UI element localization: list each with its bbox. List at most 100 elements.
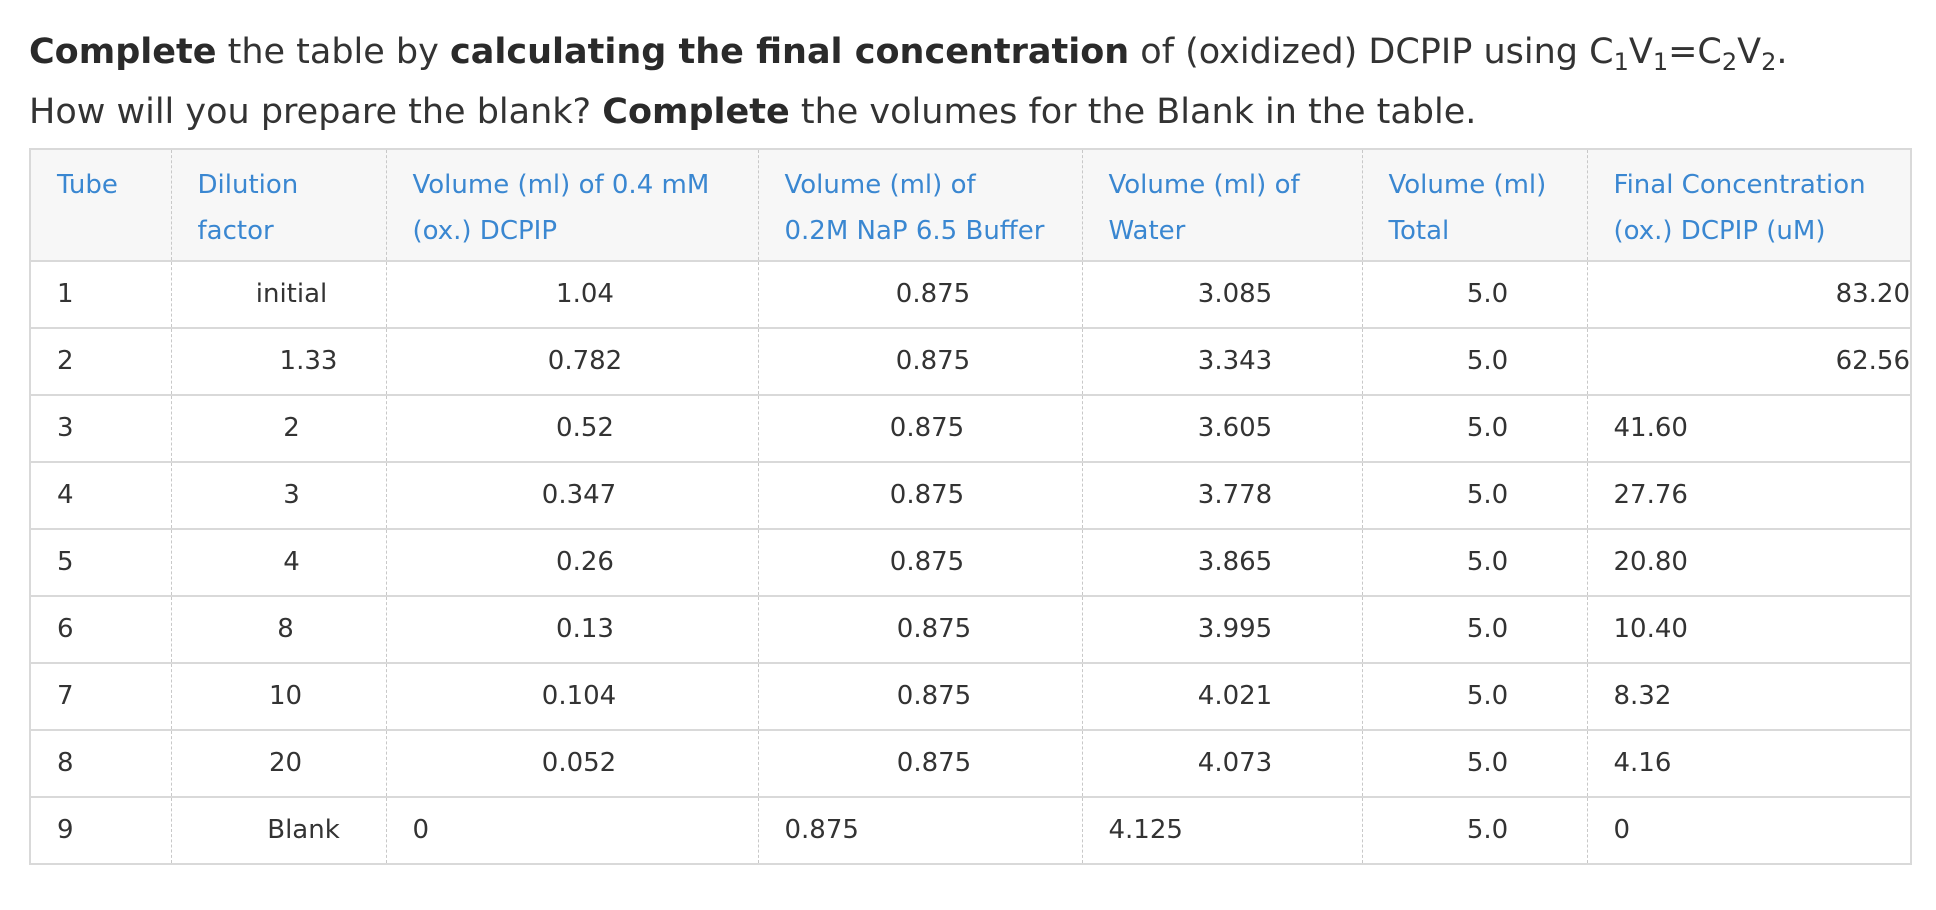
cell-volume-total: 5.0: [1361, 796, 1588, 865]
table-row-blank: 9 Blank 0 0.875 4.125 5.0 0: [29, 796, 1912, 865]
instruction-emphasis: Complete: [602, 92, 790, 132]
cell-volume-water: 3.343: [1081, 327, 1363, 396]
cell-tube: 2: [29, 327, 172, 396]
header-line: Volume (ml): [1388, 170, 1547, 200]
cell-final-concentration: 4.16: [1586, 729, 1912, 798]
instruction-text: How will you prepare the blank?: [29, 92, 603, 132]
cell-volume-total: 5.0: [1361, 662, 1588, 731]
table-row: 5 4 0.26 0.875 3.865 5.0 20.80: [29, 528, 1912, 597]
cell-volume-total: 5.0: [1361, 327, 1588, 396]
header-line: Volume (ml) of: [1108, 170, 1300, 200]
table-row: 3 2 0.52 0.875 3.605 5.0 41.60: [29, 394, 1912, 463]
cell-volume-buffer: 0.875: [757, 260, 1083, 329]
cell-tube: 1: [29, 260, 172, 329]
instructions: Complete the table by calculating the fi…: [29, 22, 1788, 142]
cell-volume-total: 5.0: [1361, 729, 1588, 798]
subscript: 1: [1613, 48, 1629, 76]
cell-tube: 7: [29, 662, 172, 731]
header-row: Tube Dilution factor Volume (ml) of 0.4 m…: [29, 148, 1912, 262]
cell-volume-total: 5.0: [1361, 595, 1588, 664]
cell-volume-buffer: 0.875: [757, 662, 1083, 731]
table-row: 8 20 0.052 0.875 4.073 5.0 4.16: [29, 729, 1912, 798]
cell-dilution-factor: initial: [170, 260, 387, 329]
subscript: 2: [1761, 48, 1777, 76]
cell-final-concentration: 8.32: [1586, 662, 1912, 731]
header-line: factor: [197, 216, 274, 246]
cell-volume-buffer: 0.875: [757, 528, 1083, 597]
cell-volume-dcpip: 0.26: [385, 528, 759, 597]
cell-volume-dcpip: 0.52: [385, 394, 759, 463]
cell-final-concentration: 20.80: [1586, 528, 1912, 597]
cell-final-concentration: 41.60: [1586, 394, 1912, 463]
header-line: Total: [1388, 216, 1450, 246]
instruction-text: V: [1737, 32, 1762, 72]
table-row: 4 3 0.347 0.875 3.778 5.0 27.76: [29, 461, 1912, 530]
dcpip-table: Tube Dilution factor Volume (ml) of 0.4 m…: [29, 148, 1912, 865]
cell-final-concentration: 62.56: [1586, 327, 1912, 396]
header-volume-dcpip: Volume (ml) of 0.4 mM (ox.) DCPIP: [385, 148, 759, 262]
header-line: (ox.) DCPIP: [412, 216, 558, 246]
header-line: 0.2M NaP 6.5 Buffer: [784, 216, 1045, 246]
cell-volume-buffer: 0.875: [757, 796, 1083, 865]
cell-volume-total: 5.0: [1361, 394, 1588, 463]
header-dilution-factor: Dilution factor: [170, 148, 387, 262]
cell-dilution-factor: 8: [170, 595, 387, 664]
header-line: Tube: [57, 170, 118, 200]
instruction-text: the volumes for the Blank in the table.: [789, 92, 1477, 132]
instruction-text: the table by: [216, 32, 450, 72]
header-volume-buffer: Volume (ml) of 0.2M NaP 6.5 Buffer: [757, 148, 1083, 262]
cell-final-concentration: 83.20: [1586, 260, 1912, 329]
cell-volume-water: 4.125: [1081, 796, 1363, 865]
cell-dilution-factor: 20: [170, 729, 387, 798]
cell-final-concentration: 10.40: [1586, 595, 1912, 664]
header-volume-total: Volume (ml) Total: [1361, 148, 1588, 262]
cell-tube: 3: [29, 394, 172, 463]
cell-volume-buffer: 0.875: [757, 729, 1083, 798]
cell-volume-dcpip: 0.052: [385, 729, 759, 798]
header-tube: Tube: [29, 148, 172, 262]
cell-tube: 8: [29, 729, 172, 798]
cell-dilution-factor: 3: [170, 461, 387, 530]
cell-dilution-factor: 2: [170, 394, 387, 463]
cell-volume-dcpip: 1.04: [385, 260, 759, 329]
instruction-line-1: Complete the table by calculating the fi…: [29, 22, 1788, 82]
cell-volume-water: 3.778: [1081, 461, 1363, 530]
header-line: Dilution: [197, 170, 299, 200]
cell-volume-water: 3.085: [1081, 260, 1363, 329]
cell-volume-buffer: 0.875: [757, 595, 1083, 664]
instruction-text: V: [1628, 32, 1653, 72]
cell-volume-water: 4.073: [1081, 729, 1363, 798]
header-line: Volume (ml) of: [784, 170, 976, 200]
cell-volume-total: 5.0: [1361, 528, 1588, 597]
cell-final-concentration: 0: [1586, 796, 1912, 865]
cell-tube: 6: [29, 595, 172, 664]
instruction-line-2: How will you prepare the blank? Complete…: [29, 82, 1788, 142]
cell-dilution-factor: 10: [170, 662, 387, 731]
instruction-emphasis: calculating the final concentration: [449, 32, 1130, 72]
subscript: 1: [1652, 48, 1669, 76]
cell-volume-water: 3.865: [1081, 528, 1363, 597]
cell-volume-total: 5.0: [1361, 260, 1588, 329]
cell-volume-water: 3.995: [1081, 595, 1363, 664]
table-row: 6 8 0.13 0.875 3.995 5.0 10.40: [29, 595, 1912, 664]
cell-volume-water: 3.605: [1081, 394, 1363, 463]
header-volume-water: Volume (ml) of Water: [1081, 148, 1363, 262]
cell-dilution-factor: Blank: [170, 796, 387, 865]
table-row: 1 initial 1.04 0.875 3.085 5.0 83.20: [29, 260, 1912, 329]
table-row: 2 1.33 0.782 0.875 3.343 5.0 62.56: [29, 327, 1912, 396]
cell-final-concentration: 27.76: [1586, 461, 1912, 530]
instruction-emphasis: Complete: [29, 32, 217, 72]
header-line: Volume (ml) of 0.4 mM: [412, 170, 710, 200]
subscript: 2: [1721, 48, 1738, 76]
cell-volume-dcpip: 0.782: [385, 327, 759, 396]
cell-volume-buffer: 0.875: [757, 394, 1083, 463]
instruction-text: =C: [1668, 32, 1722, 72]
cell-volume-total: 5.0: [1361, 461, 1588, 530]
cell-volume-buffer: 0.875: [757, 461, 1083, 530]
instruction-text: of (oxidized) DCPIP using C: [1129, 32, 1614, 72]
cell-dilution-factor: 1.33: [170, 327, 387, 396]
header-line: (ox.) DCPIP (uM): [1613, 216, 1826, 246]
cell-volume-dcpip: 0.104: [385, 662, 759, 731]
cell-volume-dcpip: 0: [385, 796, 759, 865]
header-final-concentration: Final Concentration (ox.) DCPIP (uM): [1586, 148, 1912, 262]
